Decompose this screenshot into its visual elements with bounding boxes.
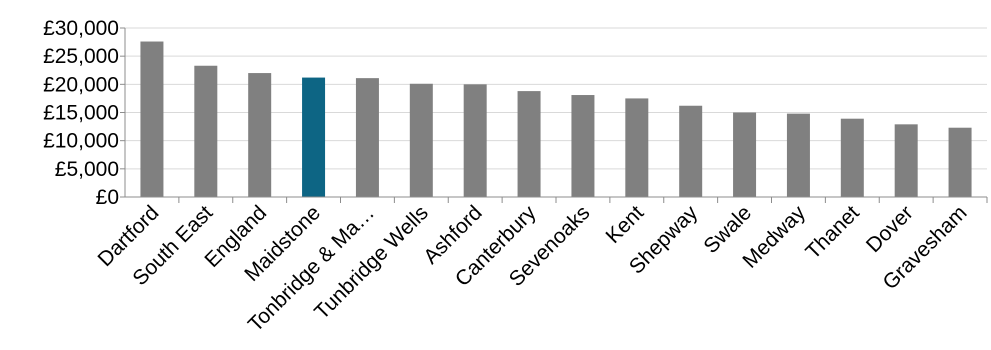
bar-11 [733, 112, 757, 197]
axes [120, 27, 988, 203]
bar-2 [248, 73, 272, 197]
y-tick-label: £5,000 [55, 158, 119, 181]
bar-8 [571, 95, 595, 197]
y-tick-label: £10,000 [43, 130, 119, 153]
y-tick-label: £0 [96, 186, 119, 209]
bar-12 [786, 113, 810, 197]
bar-6 [463, 84, 487, 197]
bar-0 [140, 41, 164, 197]
bar-15 [948, 127, 972, 197]
y-tick-label: £20,000 [43, 73, 119, 96]
bar-9 [625, 98, 649, 197]
y-tick-label: £30,000 [43, 17, 119, 40]
y-tick-label: £25,000 [43, 45, 119, 68]
bar-4 [355, 78, 379, 197]
bar-5 [409, 83, 433, 197]
bar-13 [840, 118, 864, 197]
bar-7 [517, 91, 541, 197]
bars [140, 41, 972, 197]
y-axis-tick-labels: £0 £5,000 £10,000 £15,000 £20,000 £25,000 £30,… [43, 17, 119, 209]
category-label: Kent [602, 201, 649, 248]
bar-10 [679, 105, 703, 197]
bar-14 [894, 124, 918, 197]
bar-3 [302, 77, 326, 197]
y-tick-label: £15,000 [43, 102, 119, 125]
bar-1 [194, 65, 218, 197]
category-label: Thanet [801, 201, 864, 264]
